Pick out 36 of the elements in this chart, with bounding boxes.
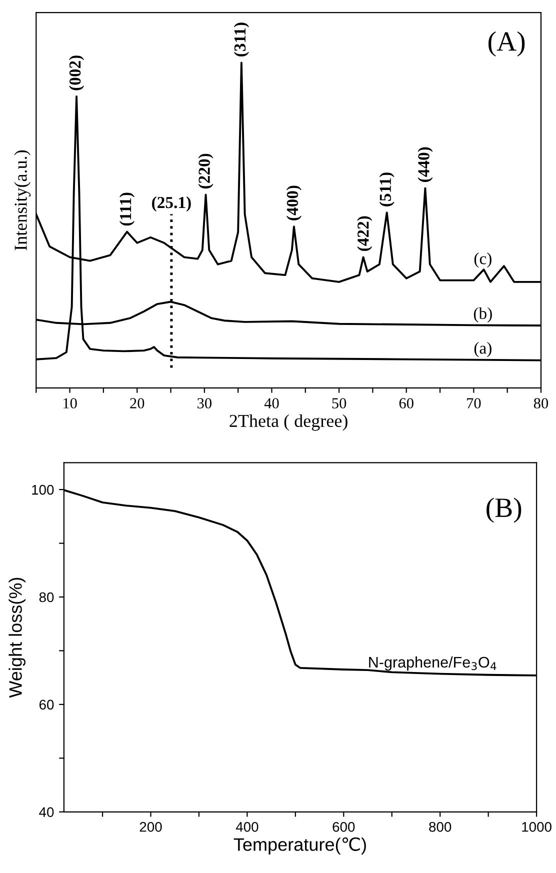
series-label: (b) xyxy=(474,307,492,322)
annotation: (111) xyxy=(119,192,135,226)
x-tick-label: 800 xyxy=(429,822,452,832)
x-tick-label: 200 xyxy=(140,822,162,832)
x-tick-label: 600 xyxy=(332,822,355,832)
x-tick-label: 30 xyxy=(198,398,212,408)
ref-line-label: (25.1) xyxy=(152,196,191,212)
annotation: (B) xyxy=(486,498,522,523)
x-tick-label: 1000 xyxy=(522,822,552,832)
annotation: (440) xyxy=(418,147,433,182)
x-tick-label: 80 xyxy=(534,398,548,408)
x-axis-title: Temperature(℃) xyxy=(234,837,366,854)
x-tick-label: 20 xyxy=(130,398,144,408)
y-tick-label: 40 xyxy=(39,807,54,818)
series-label: (c) xyxy=(474,252,492,268)
series-label: N-graphene/Fe$_{3}$O$_{4}$ xyxy=(369,656,496,671)
series-label: (a) xyxy=(474,342,492,358)
annotation: (311) xyxy=(234,22,249,56)
x-tick-label: 70 xyxy=(467,398,481,408)
x-tick-label: 60 xyxy=(399,398,414,408)
y-axis-title: Intensity(a.u.) xyxy=(14,150,31,250)
annotation: (002) xyxy=(68,56,84,90)
text: (A) xyxy=(488,31,525,57)
y-tick-label: 80 xyxy=(39,592,54,602)
x-tick-label: 50 xyxy=(332,398,346,408)
y-axis-title: Weight loss(%) xyxy=(8,578,26,698)
annotation: (511) xyxy=(379,172,394,206)
y-tick-label: 60 xyxy=(39,700,54,710)
annotation: (220) xyxy=(198,154,214,188)
annotation: (400) xyxy=(286,186,302,220)
y-tick-label: 100 xyxy=(32,484,54,495)
x-tick-label: 40 xyxy=(264,398,279,408)
x-tick-label: 10 xyxy=(64,398,77,408)
x-tick-label: 400 xyxy=(236,822,258,832)
annotation: (422) xyxy=(357,216,372,251)
x-axis-title: 2Theta ( degree) xyxy=(230,414,348,431)
